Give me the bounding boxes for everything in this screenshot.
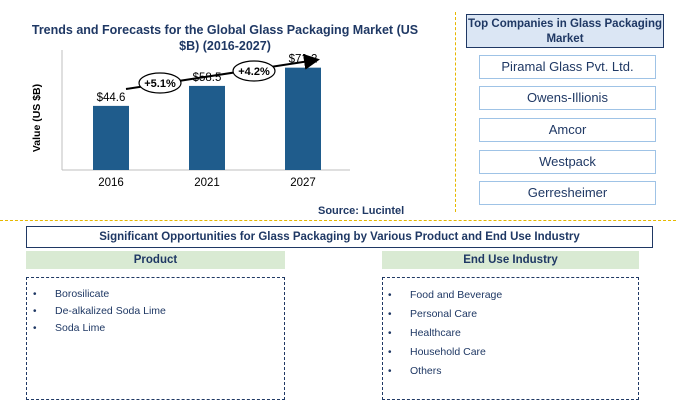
opportunities-title: Significant Opportunities for Glass Pack… (26, 226, 653, 248)
list-item: • Soda Lime (33, 320, 284, 337)
list-item: • Healthcare (388, 324, 638, 343)
company-box: Gerresheimer (479, 181, 656, 205)
product-item-label: De-alkalized Soda Lime (55, 305, 166, 317)
product-list: • Borosilicate • De-alkalized Soda Lime • S… (27, 278, 284, 337)
company-box: Owens-Illionis (479, 86, 656, 110)
bullet-icon: • (33, 306, 37, 317)
bullet-icon: • (33, 289, 37, 300)
bar (93, 105, 129, 170)
end-use-item-label: Personal Care (410, 308, 478, 320)
x-tick-label: 2021 (194, 177, 220, 189)
bullet-icon: • (388, 366, 392, 377)
chart-title: Trends and Forecasts for the Global Glas… (31, 23, 419, 53)
company-box: Piramal Glass Pvt. Ltd. (479, 55, 656, 79)
product-item-label: Borosilicate (55, 288, 110, 300)
x-tick-label: 2016 (98, 177, 124, 189)
bullet-icon: • (33, 323, 37, 334)
data-label: $44.6 (97, 92, 126, 104)
y-axis-label: Value (US $B) (31, 84, 43, 152)
bar-chart: Value (US $B) $44.62016$58.52021$71.22027… (31, 50, 350, 189)
bullet-icon: • (388, 309, 392, 320)
list-item: • Household Care (388, 343, 638, 362)
vertical-divider (455, 12, 456, 212)
product-list-box: • Borosilicate • De-alkalized Soda Lime • S… (26, 277, 285, 400)
bar (189, 85, 225, 170)
growth-rate-label: +4.2% (238, 66, 270, 78)
source-note: Source: Lucintel (318, 205, 405, 217)
end-use-item-label: Household Care (410, 346, 486, 358)
end-use-item-label: Food and Beverage (410, 289, 503, 301)
bar (285, 67, 321, 170)
bullet-icon: • (388, 290, 392, 301)
horizontal-divider (0, 220, 676, 221)
end-use-list: • Food and Beverage • Personal Care • Healt… (383, 278, 638, 381)
bullet-icon: • (388, 328, 392, 339)
product-item-label: Soda Lime (55, 322, 106, 334)
end-use-list-box: • Food and Beverage • Personal Care • Healt… (382, 277, 639, 400)
top-companies-header: Top Companies in Glass Packaging Market (466, 14, 664, 48)
company-box: Westpack (479, 150, 656, 174)
list-item: • Personal Care (388, 305, 638, 324)
end-use-header: End Use Industry (382, 251, 639, 269)
growth-badge (138, 72, 182, 94)
product-header: Product (26, 251, 285, 269)
list-item: • Others (388, 362, 638, 381)
end-use-item-label: Others (410, 365, 442, 377)
bullet-icon: • (388, 347, 392, 358)
end-use-item-label: Healthcare (410, 327, 461, 339)
list-item: • Food and Beverage (388, 286, 638, 305)
company-box: Amcor (479, 118, 656, 142)
growth-rate-label: +5.1% (144, 78, 176, 90)
x-tick-label: 2027 (290, 177, 316, 189)
list-item: • Borosilicate (33, 286, 284, 303)
list-item: • De-alkalized Soda Lime (33, 303, 284, 320)
growth-badge (232, 60, 276, 82)
